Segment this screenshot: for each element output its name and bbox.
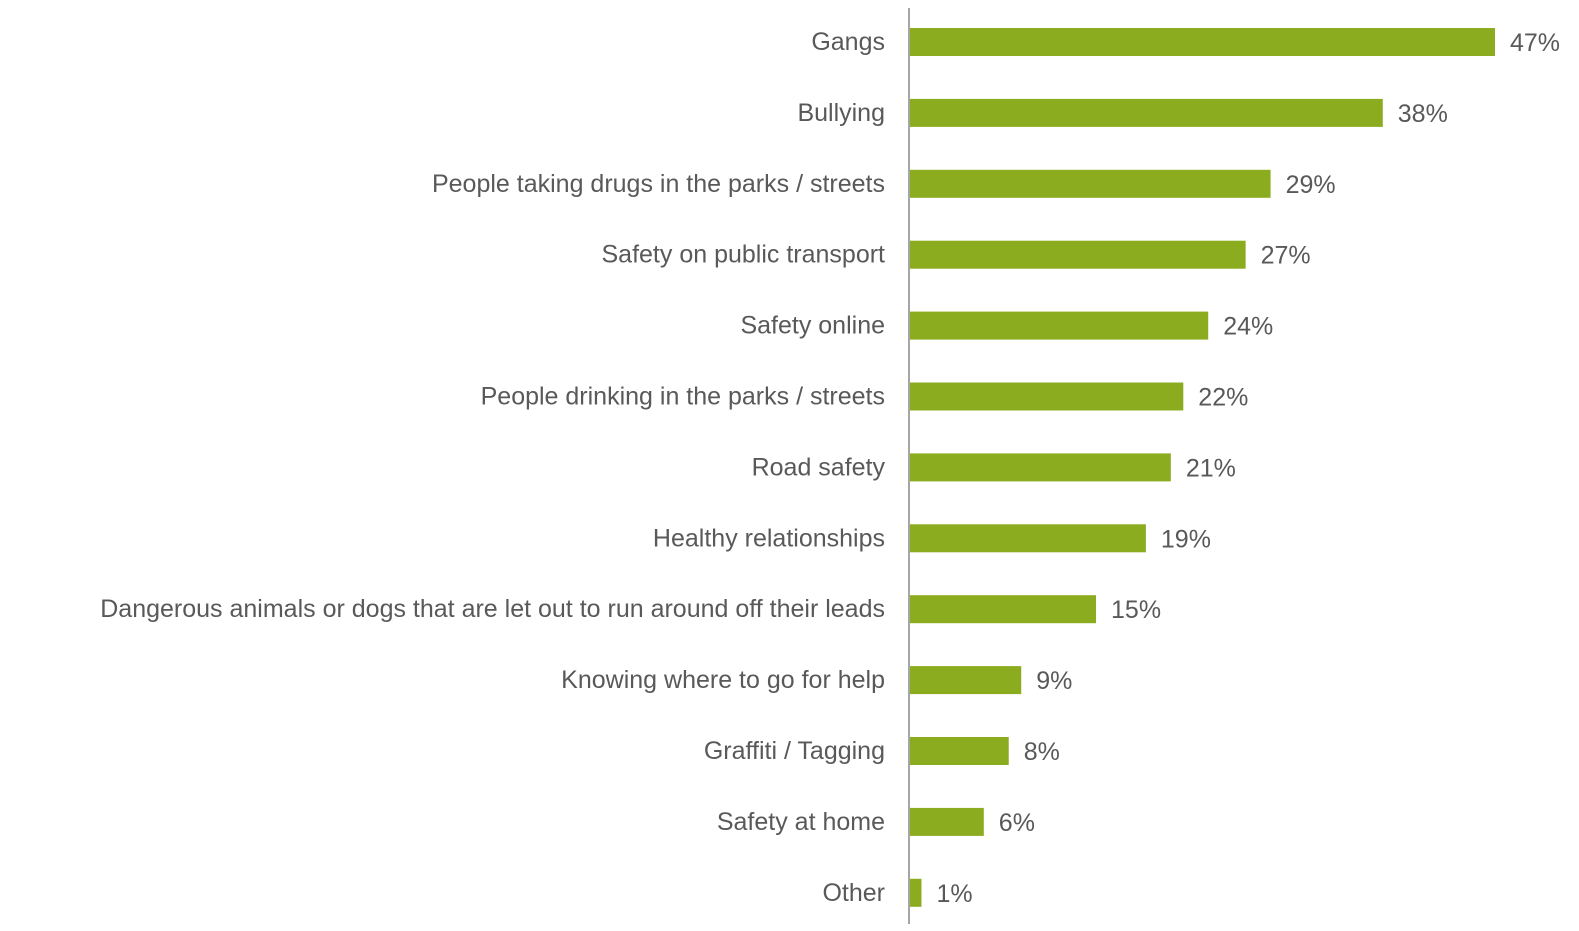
category-label-6: Road safety [752, 453, 886, 481]
value-label-12: 1% [936, 880, 972, 908]
value-label-5: 22% [1198, 384, 1248, 412]
value-label-10: 8% [1024, 738, 1060, 766]
value-labels: 47% 38% 29% 27% 24% 22% 21% 19% 15% 9% 8% 6% 1% [936, 29, 1560, 908]
value-label-8: 15% [1111, 596, 1161, 624]
bar-2 [909, 169, 1271, 198]
category-label-4: Safety online [740, 312, 885, 340]
value-label-3: 27% [1261, 242, 1311, 270]
bar-9 [909, 666, 1022, 695]
bar-8 [909, 595, 1097, 624]
bar-11 [909, 807, 984, 836]
value-label-7: 19% [1161, 525, 1211, 553]
category-labels: Gangs Bullying People taking drugs in the … [100, 28, 885, 907]
bar-3 [909, 240, 1246, 269]
category-label-7: Healthy relationships [653, 524, 885, 552]
category-label-8: Dangerous animals or dogs that are let o… [100, 595, 885, 623]
category-label-10: Graffiti / Tagging [704, 737, 885, 765]
bars-layer [909, 28, 1495, 907]
category-label-5: People drinking in the parks / streets [481, 383, 885, 411]
value-label-2: 29% [1286, 171, 1336, 199]
value-label-1: 38% [1398, 100, 1448, 128]
category-label-3: Safety on public transport [602, 241, 886, 269]
value-label-6: 21% [1186, 454, 1236, 482]
category-label-2: People taking drugs in the parks / stree… [432, 170, 885, 198]
value-label-9: 9% [1036, 667, 1072, 695]
bar-4 [909, 311, 1209, 340]
bar-10 [909, 737, 1009, 765]
value-label-0: 47% [1510, 29, 1560, 57]
category-label-0: Gangs [811, 28, 885, 56]
bar-5 [909, 382, 1184, 411]
value-label-4: 24% [1223, 313, 1273, 341]
bar-6 [909, 453, 1171, 482]
bar-0 [909, 28, 1495, 56]
category-label-1: Bullying [797, 99, 885, 127]
category-label-9: Knowing where to go for help [561, 666, 885, 694]
bar-7 [909, 524, 1146, 553]
category-label-11: Safety at home [717, 808, 885, 836]
bar-12 [909, 878, 922, 907]
value-label-11: 6% [999, 809, 1035, 837]
category-label-12: Other [822, 879, 885, 907]
bar-1 [909, 98, 1383, 127]
